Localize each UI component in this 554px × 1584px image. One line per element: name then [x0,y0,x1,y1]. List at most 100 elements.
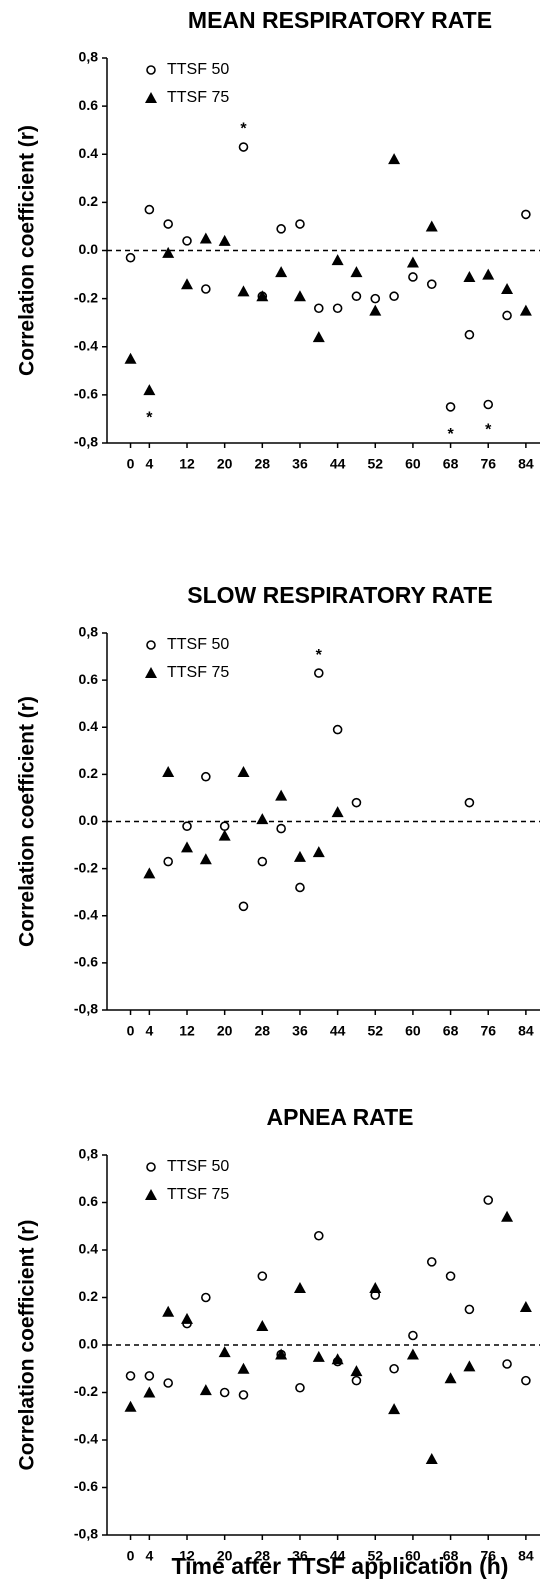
y-tick-label: 0,8 [79,49,99,65]
chart-title: MEAN RESPIRATORY RATE [188,7,492,33]
triangle-marker [145,667,157,678]
x-tick-label: 68 [443,1023,459,1039]
y-axis-label: Correlation coefficient (r) [16,696,39,947]
triangle-marker [369,304,382,316]
circle-marker [238,1390,249,1400]
y-tick-label: 0.4 [79,718,99,734]
triangle-marker [425,220,438,232]
y-tick-label: 0,8 [79,1146,99,1162]
circle-marker [351,797,362,808]
x-tick-label: 20 [217,1023,233,1039]
circle-marker [408,272,418,282]
triangle-marker [312,1350,325,1362]
triangle-marker [444,1372,457,1384]
circle-marker [238,901,249,912]
y-tick-label: 0.4 [79,1241,99,1257]
y-tick-label: 0.2 [79,765,99,781]
y-tick-label: -0.4 [74,1431,98,1447]
triangle-marker [331,254,344,266]
circle-marker [125,1371,136,1381]
x-tick-label: 60 [405,1548,421,1564]
triangle-marker [331,1353,344,1365]
triangle-marker [256,290,269,302]
triangle-marker [143,1386,156,1398]
triangle-marker [369,1282,382,1293]
triangle-marker [293,290,306,302]
circle-marker [483,399,494,410]
y-tick-label: 0.2 [79,1288,99,1304]
triangle-marker [312,331,325,343]
circle-marker [464,1304,475,1315]
x-tick-label: 68 [443,1548,459,1564]
circle-marker [464,797,475,808]
y-tick-label: -0.6 [74,386,98,402]
circle-marker [313,668,324,678]
circle-marker [257,1271,268,1281]
triangle-marker [162,766,175,778]
x-tick-label: 12 [179,1023,195,1039]
x-tick-label: 0 [127,1023,135,1039]
x-tick-label: 36 [292,1023,308,1039]
circle-marker [389,291,399,302]
circle-marker [332,724,343,735]
y-tick-label: -0.6 [74,954,98,970]
x-tick-label: 76 [480,456,496,472]
triangle-marker [501,283,514,294]
triangle-marker [350,1365,363,1377]
circle-marker [370,293,381,304]
triangle-marker [463,270,476,282]
y-tick-label: 0.6 [79,1193,99,1209]
y-tick-label: 0.0 [79,812,99,828]
x-tick-label: 0 [127,1548,135,1564]
circle-marker [201,771,211,782]
y-tick-label: -0,8 [74,1001,98,1017]
triangle-marker [388,153,401,165]
x-tick-label: 28 [255,1023,271,1039]
x-tick-label: 4 [145,1023,153,1039]
circle-marker [144,204,155,215]
circle-marker [521,1375,531,1386]
triangle-marker [275,789,288,801]
circle-marker [219,821,230,832]
circle-marker [483,1195,494,1205]
triangle-marker [199,232,212,244]
x-tick-label: 68 [443,456,459,472]
x-tick-label: 52 [367,456,383,472]
circle-marker [426,1257,437,1267]
triangle-marker [275,266,288,278]
triangle-marker [181,278,194,290]
y-tick-label: -0.2 [74,1383,98,1399]
circle-marker [163,1378,173,1388]
circle-marker [182,821,192,832]
triangle-marker [425,1453,438,1464]
circle-marker [426,279,437,289]
legend-label: TTSF 50 [167,1158,229,1175]
y-tick-label: 0.4 [79,145,99,161]
x-axis-label: Time after TTSF application (h) [172,1553,509,1579]
x-tick-label: 4 [145,456,153,472]
x-tick-label: 28 [255,1548,271,1564]
triangle-marker [293,850,306,862]
x-tick-label: 20 [217,456,233,472]
x-tick-label: 76 [480,1548,496,1564]
triangle-marker [350,266,363,278]
y-tick-label: 0.0 [79,1336,99,1352]
annotation: * [240,121,247,138]
circle-marker [295,219,305,229]
x-tick-label: 60 [405,1023,421,1039]
circle-marker [313,1230,324,1241]
triangle-marker [181,1312,194,1324]
triangle-marker [406,1348,419,1360]
circle-marker [295,882,305,893]
circle-marker [351,291,362,302]
triangle-marker [275,1348,288,1360]
circle-marker [201,1292,211,1303]
circle-marker [408,1330,418,1341]
triangle-marker [181,841,194,853]
triangle-marker [256,1320,269,1331]
y-tick-label: -0.4 [74,337,98,353]
y-tick-label: 0.0 [79,241,99,257]
triangle-marker [519,1301,532,1312]
legend-label: TTSF 75 [167,664,229,681]
